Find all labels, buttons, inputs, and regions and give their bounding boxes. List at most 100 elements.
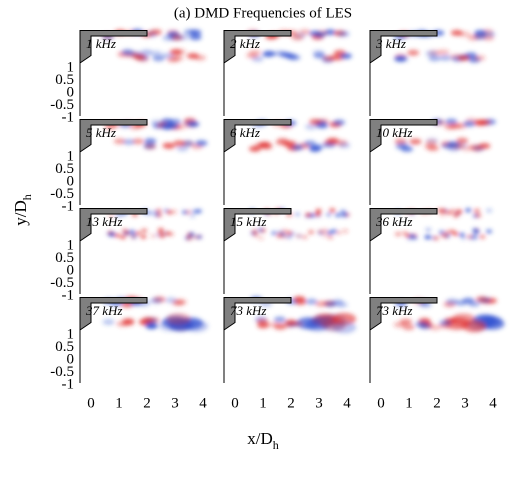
mode-blob bbox=[144, 143, 157, 150]
x-tick-label: 1 bbox=[115, 395, 123, 411]
mode-blob bbox=[437, 49, 450, 56]
mode-blob bbox=[192, 235, 199, 240]
mode-blob bbox=[256, 318, 269, 325]
mode-blob bbox=[149, 29, 162, 36]
mode-blob bbox=[475, 296, 488, 303]
mode-blob bbox=[301, 235, 308, 240]
panel-label: 73 kHz bbox=[230, 303, 266, 318]
mode-blob bbox=[114, 233, 121, 238]
panel-label: 73 kHz bbox=[376, 303, 412, 318]
mode-blob bbox=[121, 49, 134, 56]
mode-blob bbox=[436, 208, 443, 213]
mode-blob bbox=[122, 138, 135, 145]
mode-blob bbox=[150, 297, 163, 304]
mode-blob bbox=[427, 145, 440, 152]
mode-blob bbox=[166, 312, 191, 325]
y-tick-label: 1 bbox=[67, 326, 75, 342]
mode-blob bbox=[305, 123, 318, 130]
mode-blob bbox=[478, 143, 491, 150]
mode-blob bbox=[327, 235, 334, 240]
mode-blob bbox=[140, 49, 153, 56]
mode-blob bbox=[294, 212, 301, 217]
mode-blob bbox=[457, 54, 470, 61]
mode-blob bbox=[411, 235, 418, 240]
figure-title: (a) DMD Frequencies of LES bbox=[174, 5, 352, 21]
mode-blob bbox=[291, 34, 304, 41]
mode-blob bbox=[483, 31, 496, 38]
mode-blob bbox=[338, 142, 351, 149]
step-geometry bbox=[79, 119, 148, 153]
mode-blob bbox=[325, 212, 332, 217]
step-geometry bbox=[369, 30, 438, 64]
mode-blob bbox=[305, 212, 312, 217]
mode-blob bbox=[189, 213, 196, 218]
x-tick-label: 4 bbox=[343, 395, 351, 411]
mode-blob bbox=[463, 120, 476, 127]
mode-blob bbox=[250, 231, 257, 236]
y-tick-label: 0.5 bbox=[55, 250, 74, 266]
mode-blob bbox=[119, 235, 126, 240]
mode-blob bbox=[425, 227, 432, 232]
mode-blob bbox=[168, 232, 175, 237]
mode-blob bbox=[486, 208, 493, 213]
mode-blob bbox=[452, 231, 459, 236]
y-axis-label: y/Dh bbox=[11, 194, 34, 226]
y-tick-label: 0 bbox=[67, 173, 75, 189]
mode-blob bbox=[171, 55, 184, 62]
mode-blob bbox=[455, 209, 462, 214]
mode-blob bbox=[183, 29, 196, 36]
mode-field bbox=[246, 29, 352, 63]
y-tick-label: 1 bbox=[67, 148, 75, 164]
mode-blob bbox=[150, 50, 163, 57]
mode-blob bbox=[150, 234, 157, 239]
mode-blob bbox=[439, 54, 452, 61]
panel-label: 36 kHz bbox=[375, 214, 412, 229]
y-tick-label: 0.5 bbox=[55, 339, 74, 355]
mode-blob bbox=[108, 213, 115, 218]
mode-blob bbox=[246, 52, 259, 59]
mode-blob bbox=[163, 143, 176, 150]
panel-label: 10 kHz bbox=[376, 125, 412, 140]
mode-blob bbox=[315, 208, 322, 213]
mode-blob bbox=[305, 298, 318, 305]
mode-blob bbox=[304, 140, 317, 147]
mode-blob bbox=[171, 209, 178, 214]
mode-blob bbox=[460, 235, 467, 240]
mode-blob bbox=[312, 49, 325, 56]
y-label-main: y/D bbox=[11, 200, 30, 226]
mode-blob bbox=[475, 213, 482, 218]
mode-blob bbox=[257, 228, 264, 233]
x-tick-label: 0 bbox=[231, 395, 239, 411]
x-tick-label: 3 bbox=[315, 395, 323, 411]
panel-label: 13 kHz bbox=[86, 214, 122, 229]
mode-blob bbox=[145, 322, 158, 329]
y-tick-label: -1 bbox=[62, 109, 75, 125]
step-geometry bbox=[223, 208, 292, 242]
y-tick-label: -1 bbox=[62, 287, 75, 303]
x-tick-label: 0 bbox=[377, 395, 385, 411]
mode-blob bbox=[466, 234, 473, 239]
x-tick-label: 2 bbox=[143, 395, 151, 411]
mode-blob bbox=[309, 146, 322, 153]
step-geometry bbox=[369, 297, 438, 331]
mode-blob bbox=[169, 49, 182, 56]
mode-blob bbox=[322, 228, 329, 233]
x-tick-label: 4 bbox=[489, 395, 497, 411]
step-geometry bbox=[369, 119, 438, 153]
mode-blob bbox=[453, 213, 460, 218]
mode-blob bbox=[263, 50, 276, 57]
mode-blob bbox=[131, 234, 138, 239]
mode-blob bbox=[159, 233, 166, 238]
mode-blob bbox=[446, 298, 459, 305]
mode-blob bbox=[439, 212, 446, 217]
mode-blob bbox=[271, 231, 278, 236]
mode-blob bbox=[447, 141, 460, 148]
mode-blob bbox=[342, 229, 349, 234]
mode-blob bbox=[295, 234, 302, 239]
mode-blob bbox=[121, 228, 128, 233]
x-tick-label: 0 bbox=[87, 395, 95, 411]
mode-blob bbox=[445, 118, 458, 125]
mode-blob bbox=[291, 320, 304, 327]
mode-blob bbox=[334, 213, 341, 218]
mode-blob bbox=[195, 140, 208, 147]
